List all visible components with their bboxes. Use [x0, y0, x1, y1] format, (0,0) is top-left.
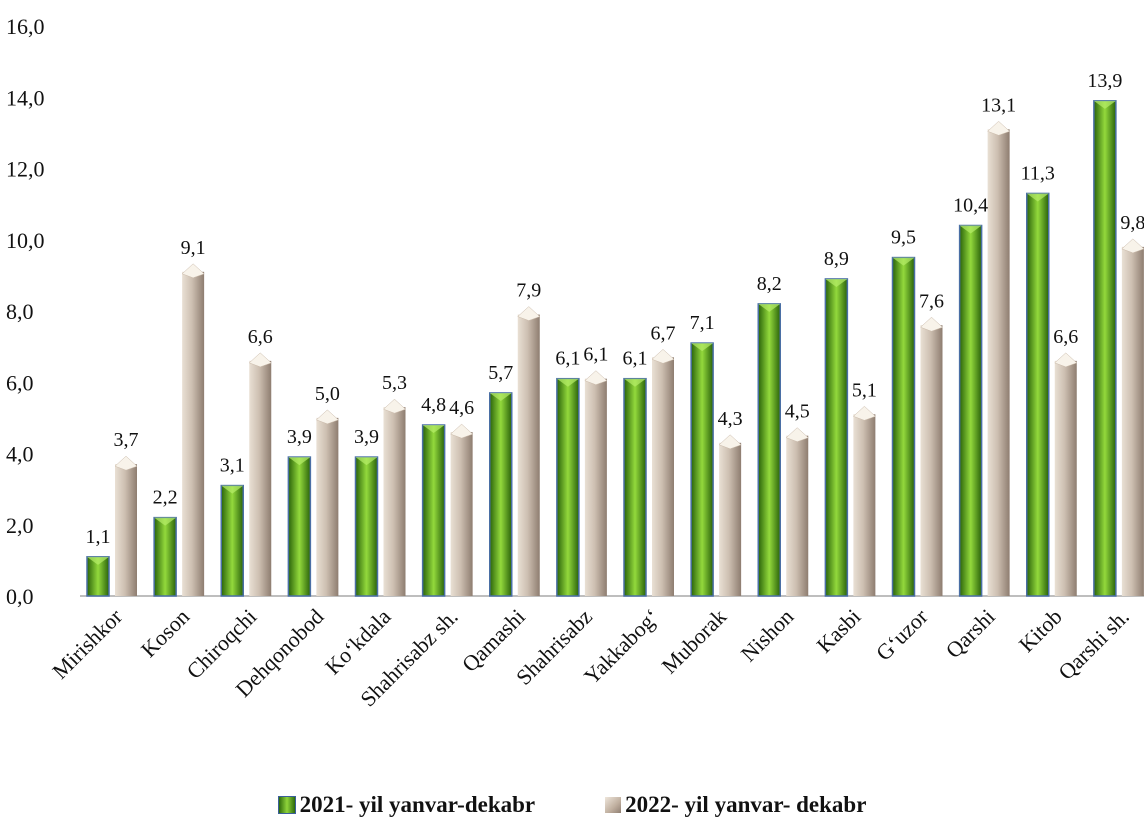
data-label-2021: 13,9	[1087, 70, 1122, 92]
bar-2022	[249, 361, 271, 596]
bar-2022	[853, 414, 875, 596]
bar-2021	[624, 379, 646, 596]
y-tick-label: 0,0	[6, 584, 34, 609]
data-label-2021: 5,7	[488, 362, 513, 384]
legend-item-2021: 2021- yil yanvar-dekabr	[278, 792, 536, 818]
bar-2021	[154, 518, 176, 596]
legend-item-2022: 2022- yil yanvar- dekabr	[605, 792, 866, 818]
bar-2022	[786, 436, 808, 596]
x-tick-label: Mirishkor	[47, 603, 127, 683]
data-label-2021: 3,9	[354, 426, 379, 448]
x-tick-label: G‘uzor	[871, 603, 933, 665]
data-label-2022: 6,7	[651, 322, 676, 344]
bar-2022	[518, 315, 540, 596]
data-label-2022: 5,1	[852, 379, 877, 401]
data-label-2022: 3,7	[114, 429, 139, 451]
legend-label-2021: 2021- yil yanvar-dekabr	[300, 792, 536, 818]
x-tick-label: Muborak	[657, 604, 732, 679]
data-label-2022: 4,5	[785, 401, 810, 423]
bar-2022	[988, 129, 1010, 596]
x-tick-label: Nishon	[736, 604, 799, 667]
y-tick-label: 8,0	[6, 299, 34, 324]
chart-plot: 0,0 2,0 4,0 6,0 8,0 10,0 12,0 14,0 16,0 Mirishko…	[0, 0, 1144, 790]
bar-2021	[1094, 101, 1116, 596]
data-label-2021: 3,1	[220, 455, 245, 477]
bar-2021	[893, 258, 915, 596]
data-label-2021: 6,1	[623, 348, 648, 370]
legend-label-2022: 2022- yil yanvar- dekabr	[625, 792, 866, 818]
bar-2022	[719, 443, 741, 596]
bar-2022	[451, 432, 473, 596]
data-label-2021: 7,1	[690, 312, 715, 334]
bar-2021	[758, 304, 780, 596]
bar-2022	[316, 418, 338, 596]
data-label-2022: 4,6	[449, 397, 474, 419]
legend-swatch-2021	[278, 796, 296, 814]
data-label-2022: 9,1	[181, 237, 206, 259]
data-label-2021: 11,3	[1021, 162, 1055, 184]
x-tick-label: Kitob	[1014, 604, 1067, 657]
data-label-2021: 2,2	[153, 487, 178, 509]
bar-2021	[356, 457, 378, 596]
y-tick-label: 10,0	[6, 228, 45, 253]
bar-2021	[557, 379, 579, 596]
bar-2021	[825, 279, 847, 596]
y-tick-label: 14,0	[6, 85, 45, 110]
y-tick-label: 4,0	[6, 442, 34, 467]
data-label-2021: 4,8	[421, 394, 446, 416]
bar-2022	[1055, 361, 1077, 596]
bar-2022	[921, 325, 943, 596]
data-label-2022: 13,1	[981, 94, 1016, 116]
bar-2021	[691, 343, 713, 596]
data-label-2022: 4,3	[718, 408, 743, 430]
data-label-2022: 7,9	[516, 280, 541, 302]
data-label-2022: 7,6	[919, 290, 944, 312]
legend: 2021- yil yanvar-dekabr 2022- yil yanvar…	[0, 788, 1144, 822]
bar-2022	[652, 357, 674, 596]
data-label-2022: 9,8	[1120, 212, 1144, 234]
data-label-2022: 5,0	[315, 383, 340, 405]
data-label-2021: 8,9	[824, 248, 849, 270]
bar-2022	[182, 272, 204, 596]
data-label-2022: 6,6	[248, 326, 273, 348]
y-tick-label: 6,0	[6, 370, 34, 395]
bar-2021	[288, 457, 310, 596]
y-tick-label: 12,0	[6, 157, 45, 182]
bar-2022	[384, 407, 406, 596]
data-label-2022: 6,1	[583, 344, 608, 366]
data-label-2021: 8,2	[757, 273, 782, 295]
data-label-2022: 5,3	[382, 372, 407, 394]
x-tick-label: Qarshi sh.	[1053, 604, 1134, 685]
data-label-2021: 9,5	[891, 227, 916, 249]
x-tick-label: Qarshi	[941, 604, 1000, 663]
bar-2021	[221, 486, 243, 596]
x-tick-label: Kasbi	[812, 604, 866, 658]
x-tick-label: Koson	[136, 604, 194, 662]
data-label-2021: 3,9	[287, 426, 312, 448]
y-tick-label: 2,0	[6, 513, 34, 538]
legend-swatch-2022	[605, 797, 621, 813]
data-label-2021: 10,4	[953, 195, 988, 217]
bar-2022	[1122, 247, 1144, 596]
data-label-2022: 6,6	[1053, 326, 1078, 348]
bar-2021	[960, 226, 982, 597]
y-tick-label: 16,0	[6, 14, 45, 39]
bar-2022	[115, 464, 137, 596]
bar-2021	[423, 425, 445, 596]
bar-2021	[1027, 193, 1049, 596]
data-label-2021: 1,1	[86, 526, 111, 548]
data-label-2021: 6,1	[555, 348, 580, 370]
bars	[87, 101, 1144, 596]
bar-2022	[585, 379, 607, 596]
bar-2021	[490, 393, 512, 596]
